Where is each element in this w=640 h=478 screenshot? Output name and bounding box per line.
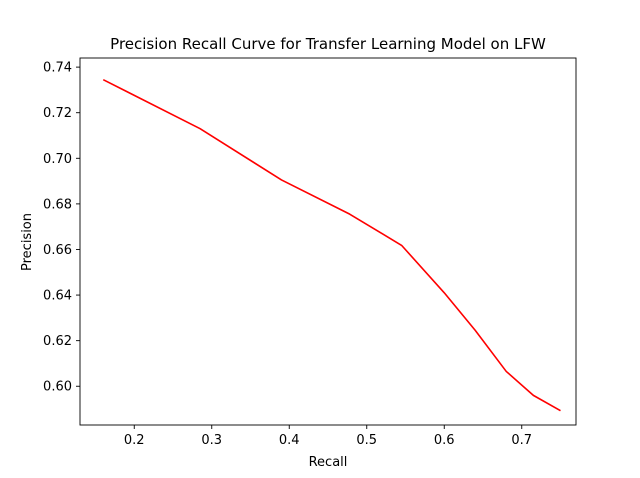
x-tick-label: 0.2	[124, 433, 145, 448]
series-line-0	[102, 78, 561, 412]
plot-frame	[79, 57, 577, 426]
axis-ticks: 0.2 0.3 0.4 0.5 0.6 0.7 0.60 0.62 0.64 0.66 0.68 0.…	[43, 61, 532, 448]
chart-title: Precision Recall Curve for Transfer Lear…	[110, 35, 546, 53]
x-tick-label: 0.4	[279, 433, 300, 448]
x-axis-label: Recall	[309, 455, 348, 470]
y-tick-label: 0.60	[43, 380, 72, 395]
y-axis-label: Precision	[20, 213, 35, 271]
y-tick-label: 0.70	[43, 152, 72, 167]
y-tick-label: 0.68	[43, 197, 72, 212]
y-tick-label: 0.66	[43, 243, 72, 258]
x-tick-label: 0.3	[201, 433, 222, 448]
x-tick-label: 0.5	[356, 433, 377, 448]
x-tick-label: 0.7	[511, 433, 532, 448]
x-tick-label: 0.6	[434, 433, 455, 448]
plot-area	[79, 57, 577, 426]
y-tick-label: 0.62	[43, 334, 72, 349]
y-tick-label: 0.74	[43, 61, 72, 76]
y-tick-label: 0.72	[43, 106, 72, 121]
y-tick-label: 0.64	[43, 289, 72, 304]
